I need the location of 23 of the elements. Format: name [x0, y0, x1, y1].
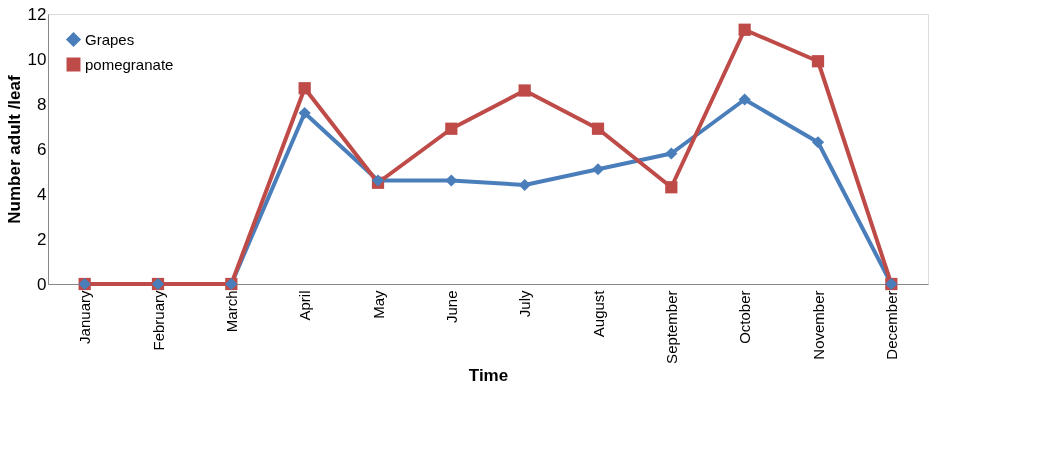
y-tick-label: 4 [37, 184, 47, 204]
legend-label: pomegranate [85, 55, 174, 73]
x-tick-label: February [149, 290, 167, 351]
x-tick-label: January [76, 290, 94, 344]
x-tick-label: September [662, 290, 680, 364]
x-tick-label: May [369, 290, 387, 319]
y-tick-label: 10 [27, 49, 47, 69]
y-tick-label: 2 [37, 229, 47, 249]
y-tick-label: 0 [37, 274, 47, 294]
y-tick-label: 6 [37, 139, 47, 159]
y-tick-label: 8 [37, 94, 47, 114]
x-tick-label: July [516, 290, 534, 318]
x-tick-label: August [589, 289, 607, 338]
x-tick-label: October [736, 290, 754, 344]
legend-label: Grapes [85, 30, 135, 48]
x-tick-label: April [296, 290, 314, 321]
x-tick-label: December [882, 290, 900, 360]
x-axis-title: Time [468, 365, 509, 385]
x-tick-label: November [809, 290, 827, 360]
x-tick-label: March [222, 290, 240, 333]
x-tick-label: June [442, 290, 460, 324]
y-axis-title: Number adult /leaf [4, 75, 24, 224]
y-tick-label: 12 [27, 4, 47, 24]
